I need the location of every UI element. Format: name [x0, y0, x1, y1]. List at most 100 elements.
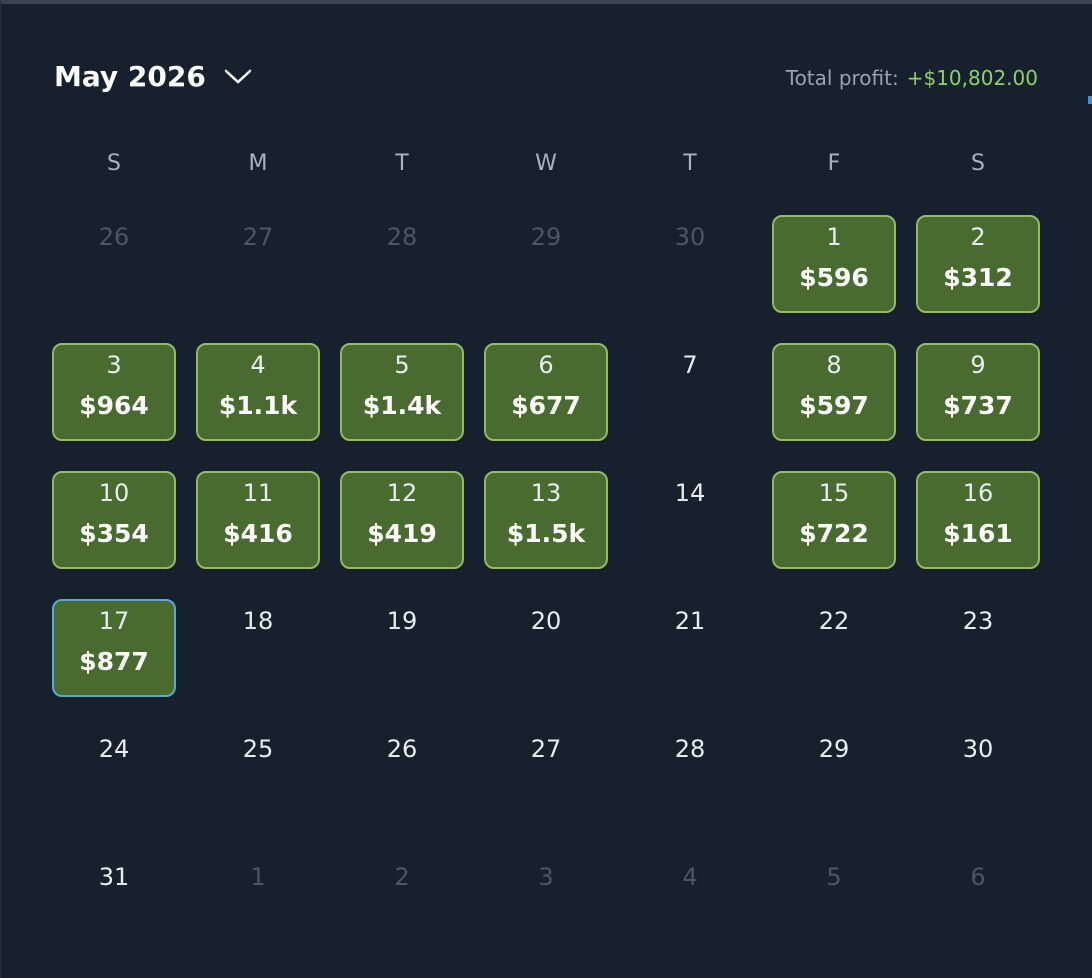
day-cell[interactable]: 29: [772, 727, 896, 825]
total-value: +$10,802.00: [906, 66, 1038, 90]
day-number: 3: [538, 863, 554, 891]
day-number: 1: [250, 863, 266, 891]
day-cell: 6: [916, 855, 1040, 953]
day-cell[interactable]: 16 $161: [916, 471, 1040, 569]
day-number: 6: [970, 863, 986, 891]
day-cell[interactable]: 6 $677: [484, 343, 608, 441]
day-cell[interactable]: 15 $722: [772, 471, 896, 569]
weekday-header: F: [827, 151, 841, 176]
edge-accent: [1088, 96, 1092, 104]
day-profit: $416: [223, 519, 293, 548]
day-number: 31: [98, 863, 130, 891]
day-number: 28: [674, 735, 706, 763]
day-profit: $354: [79, 519, 149, 548]
day-cell[interactable]: 11 $416: [196, 471, 320, 569]
day-number: 29: [818, 735, 850, 763]
day-cell[interactable]: 20: [484, 599, 608, 697]
day-cell[interactable]: 30: [916, 727, 1040, 825]
day-number: 26: [386, 735, 418, 763]
day-cell[interactable]: 23: [916, 599, 1040, 697]
chevron-icon: [224, 69, 252, 84]
weekday-header: S: [107, 151, 121, 176]
day-number: 25: [242, 735, 274, 763]
day-cell: 3: [484, 855, 608, 953]
day-number: 13: [530, 479, 562, 507]
day-cell[interactable]: 22: [772, 599, 896, 697]
day-number: 3: [106, 351, 122, 379]
day-cell: 4: [628, 855, 752, 953]
day-cell: 28: [340, 215, 464, 313]
day-number: 11: [242, 479, 274, 507]
day-number: 5: [826, 863, 842, 891]
day-number: 10: [98, 479, 130, 507]
day-cell[interactable]: 8 $597: [772, 343, 896, 441]
day-number: 28: [386, 223, 418, 251]
day-cell[interactable]: 27: [484, 727, 608, 825]
day-profit: $737: [943, 391, 1013, 420]
day-cell: 26: [52, 215, 176, 313]
day-number: 12: [386, 479, 418, 507]
day-cell[interactable]: 18: [196, 599, 320, 697]
day-number: 24: [98, 735, 130, 763]
day-profit: $1.4k: [362, 391, 442, 420]
day-number: 16: [962, 479, 994, 507]
day-profit: $312: [943, 263, 1013, 292]
day-number: 9: [970, 351, 986, 379]
day-number: 21: [674, 607, 706, 635]
day-profit: $877: [79, 647, 149, 676]
weekday-header: M: [248, 151, 268, 176]
day-number: 23: [962, 607, 994, 635]
day-cell[interactable]: 3 $964: [52, 343, 176, 441]
day-number: 4: [682, 863, 698, 891]
total-profit: Total profit: +$10,802.00: [786, 66, 1038, 90]
day-cell[interactable]: 2 $312: [916, 215, 1040, 313]
day-cell[interactable]: 17 $877: [52, 599, 176, 697]
weekday-header: T: [395, 151, 409, 176]
day-cell[interactable]: 13 $1.5k: [484, 471, 608, 569]
day-cell[interactable]: 24: [52, 727, 176, 825]
day-number: 26: [98, 223, 130, 251]
month-title: May 2026: [54, 60, 206, 93]
day-number: 20: [530, 607, 562, 635]
day-profit: $597: [799, 391, 869, 420]
day-cell[interactable]: 1 $596: [772, 215, 896, 313]
day-cell[interactable]: 21: [628, 599, 752, 697]
day-cell[interactable]: 4 $1.1k: [196, 343, 320, 441]
day-cell: 1: [196, 855, 320, 953]
day-profit: $677: [511, 391, 581, 420]
weekday-header: T: [683, 151, 697, 176]
day-cell[interactable]: 5 $1.4k: [340, 343, 464, 441]
day-number: 17: [98, 607, 130, 635]
day-cell[interactable]: 19: [340, 599, 464, 697]
day-number: 30: [962, 735, 994, 763]
month-selector[interactable]: May 2026: [54, 60, 252, 93]
day-cell[interactable]: 25: [196, 727, 320, 825]
weekday-header: S: [971, 151, 985, 176]
day-cell[interactable]: 26: [340, 727, 464, 825]
day-cell[interactable]: 7: [628, 343, 752, 441]
day-cell[interactable]: 9 $737: [916, 343, 1040, 441]
day-number: 1: [826, 223, 842, 251]
day-number: 14: [674, 479, 706, 507]
day-cell[interactable]: 28: [628, 727, 752, 825]
day-profit: $1.5k: [506, 519, 586, 548]
day-cell[interactable]: 31: [52, 855, 176, 953]
weekday-header: W: [535, 151, 557, 176]
day-profit: $161: [943, 519, 1013, 548]
day-cell: 29: [484, 215, 608, 313]
day-cell: 27: [196, 215, 320, 313]
day-cell: 2: [340, 855, 464, 953]
day-number: 22: [818, 607, 850, 635]
day-cell[interactable]: 14: [628, 471, 752, 569]
day-cell: 5: [772, 855, 896, 953]
day-cell[interactable]: 12 $419: [340, 471, 464, 569]
day-number: 30: [674, 223, 706, 251]
day-number: 6: [538, 351, 554, 379]
day-number: 27: [242, 223, 274, 251]
day-profit: $964: [79, 391, 149, 420]
day-number: 5: [394, 351, 410, 379]
day-number: 8: [826, 351, 842, 379]
day-number: 27: [530, 735, 562, 763]
day-cell[interactable]: 10 $354: [52, 471, 176, 569]
day-number: 4: [250, 351, 266, 379]
